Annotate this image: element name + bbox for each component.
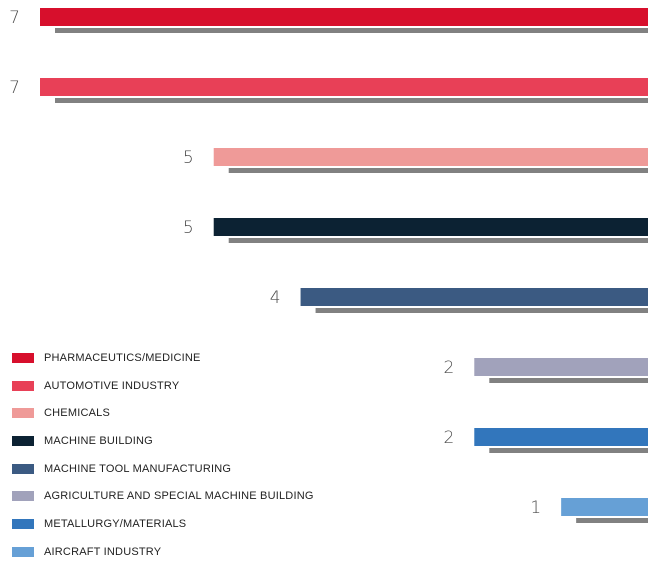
legend-swatch <box>12 518 34 529</box>
bar-machine-building <box>213 218 648 236</box>
value-label-layer: 7 7 5 5 4 2 2 1 <box>9 8 541 518</box>
bar-automotive-industry <box>40 78 648 96</box>
bar-shadow-aircraft-industry <box>576 518 648 523</box>
legend-item-automotive-industry: AUTOMOTIVE INDUSTRY <box>12 372 314 400</box>
legend-item-aircraft-industry: AIRCRAFT INDUSTRY <box>12 538 314 566</box>
legend-swatch <box>12 408 34 419</box>
bar-pharmaceutics-medicine <box>40 8 648 26</box>
legend-swatch <box>12 435 34 446</box>
legend-label: METALLURGY/MATERIALS <box>44 517 187 530</box>
legend-item-metallurgy-materials: METALLURGY/MATERIALS <box>12 510 314 538</box>
legend-label: AUTOMOTIVE INDUSTRY <box>44 379 180 392</box>
legend-label: MACHINE TOOL MANUFACTURING <box>44 462 232 475</box>
bar-shadow-machine-tool-manufacturing <box>315 308 648 313</box>
legend-swatch <box>12 352 34 363</box>
value-label-automotive-industry: 7 <box>9 78 20 98</box>
legend-label: AIRCRAFT INDUSTRY <box>44 545 162 558</box>
legend-item-machine-tool-manufacturing: MACHINE TOOL MANUFACTURING <box>12 455 314 483</box>
legend-item-pharmaceutics-medicine: PHARMACEUTICS/MEDICINE <box>12 344 314 372</box>
bar-shadow-pharmaceutics-medicine <box>55 28 648 33</box>
value-label-metallurgy-materials: 2 <box>443 428 454 448</box>
legend-swatch <box>12 491 34 502</box>
bar-chemicals <box>213 148 648 166</box>
bar-agriculture-and-special-machine-building <box>474 358 648 376</box>
chart-legend: PHARMACEUTICS/MEDICINE AUTOMOTIVE INDUSTR… <box>12 344 314 566</box>
bar-shadow-automotive-industry <box>55 98 648 103</box>
bar-shadow-chemicals <box>228 168 648 173</box>
bar-shadow-metallurgy-materials <box>489 448 648 453</box>
bar-machine-tool-manufacturing <box>300 288 648 306</box>
value-label-chemicals: 5 <box>183 148 194 168</box>
legend-swatch <box>12 380 34 391</box>
bar-shadow-agriculture-and-special-machine-building <box>489 378 648 383</box>
value-label-machine-tool-manufacturing: 4 <box>270 288 281 308</box>
legend-swatch <box>12 546 34 557</box>
value-label-pharmaceutics-medicine: 7 <box>9 8 20 28</box>
value-label-aircraft-industry: 1 <box>530 498 541 518</box>
value-label-agriculture-and-special-machine-building: 2 <box>443 358 454 378</box>
legend-item-agriculture-and-special-machine-building: AGRICULTURE AND SPECIAL MACHINE BUILDING <box>12 482 314 510</box>
bar-aircraft-industry <box>561 498 648 516</box>
legend-label: AGRICULTURE AND SPECIAL MACHINE BUILDING <box>44 490 314 503</box>
legend-label: CHEMICALS <box>44 407 110 420</box>
legend-item-machine-building: MACHINE BUILDING <box>12 427 314 455</box>
legend-swatch <box>12 463 34 474</box>
value-label-machine-building: 5 <box>183 218 194 238</box>
bar-layer <box>40 8 648 516</box>
legend-label: PHARMACEUTICS/MEDICINE <box>44 351 201 364</box>
bar-metallurgy-materials <box>474 428 648 446</box>
bar-shadow-layer <box>55 28 648 523</box>
bar-shadow-machine-building <box>228 238 648 243</box>
legend-label: MACHINE BUILDING <box>44 434 153 447</box>
legend-item-chemicals: CHEMICALS <box>12 399 314 427</box>
